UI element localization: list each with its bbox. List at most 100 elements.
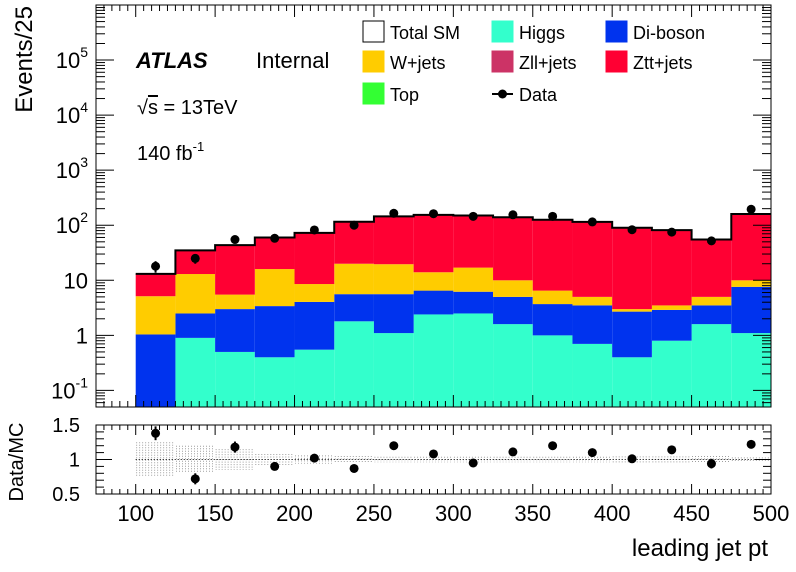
y-tick-label: 1: [76, 323, 88, 348]
bar-w-jets-12: [612, 309, 652, 312]
bar-w-jets-1: [175, 274, 216, 314]
x-tick-labels: 100 150 200 250 300 350 400 450 500: [117, 501, 789, 526]
band-bin-10: [533, 456, 571, 463]
data-point-1: [190, 253, 200, 263]
legend-label: Total SM: [390, 23, 460, 43]
bar-higgs-5: [334, 321, 374, 407]
legend-swatch: [605, 20, 628, 43]
band-bin-5: [334, 456, 372, 463]
y-tick-label: 104: [56, 99, 88, 128]
bar-ztt-jets-7: [413, 214, 454, 273]
luminosity-label: 140 fb-1: [137, 139, 204, 165]
x-tick-label: 200: [276, 501, 313, 526]
ratio-y-ticks: [96, 424, 771, 495]
bar-higgs-15: [731, 333, 771, 407]
bar-di-boson-11: [572, 305, 613, 344]
band-bin-7: [414, 456, 452, 463]
y-tick-label-exponent: -1: [76, 374, 89, 390]
data-point-7: [429, 209, 438, 219]
main-x-ticks: [95, 5, 772, 407]
total-sm-line: [135, 213, 771, 275]
bar-w-jets-5: [334, 263, 374, 295]
x-tick-label: 100: [117, 501, 154, 526]
bar-higgs-3: [254, 357, 295, 407]
bar-w-jets-11: [572, 296, 613, 306]
bar-higgs-8: [453, 313, 494, 407]
atlas-label-group: ATLAS Internal √s = 13TeV 140 fb-1: [135, 48, 329, 165]
bar-w-jets-6: [373, 264, 414, 295]
data-points: [151, 204, 756, 273]
y-tick-label: 105: [56, 44, 88, 73]
data-point-4: [309, 225, 319, 235]
band-bin-1: [176, 445, 213, 474]
data-point-5: [349, 220, 359, 230]
band-bin-6: [374, 456, 412, 463]
ratio-point-5: [349, 463, 359, 473]
bar-di-boson-1: [175, 313, 216, 338]
data-point-8: [468, 211, 478, 221]
bar-higgs-9: [493, 324, 533, 407]
ratio-plot-panel: 0.5 1 1.5 100 150 200 250 300 350 400 450 500: [52, 415, 789, 526]
bar-di-boson-0: [135, 334, 176, 407]
bar-higgs-2: [215, 351, 255, 407]
legend-swatch: [362, 50, 385, 73]
ratio-y-tick-label: 0.5: [52, 484, 80, 506]
bar-ztt-jets-8: [453, 215, 494, 268]
bar-w-jets-10: [532, 290, 573, 305]
bar-higgs-4: [294, 349, 335, 407]
bar-di-boson-15: [731, 286, 771, 334]
bar-di-boson-2: [215, 309, 255, 352]
ratio-x-ticks: [95, 425, 772, 494]
internal-label: Internal: [256, 48, 329, 73]
data-point-15: [746, 204, 756, 214]
bar-w-jets-3: [254, 269, 295, 307]
bar-ztt-jets-11: [572, 221, 613, 297]
x-tick-label: 400: [594, 501, 631, 526]
x-tick-label: 450: [673, 501, 710, 526]
bar-ztt-jets-6: [373, 216, 414, 265]
x-tick-label: 500: [753, 501, 790, 526]
main-y-ticks: [96, 7, 771, 408]
y-tick-label-exponent: 3: [80, 154, 88, 170]
legend-swatch: [362, 20, 385, 43]
legend-label: Ztt+jets: [633, 53, 693, 73]
bar-w-jets-15: [731, 280, 771, 287]
band-bin-9: [493, 456, 531, 463]
bar-ztt-jets-13: [651, 230, 692, 306]
bar-w-jets-0: [135, 296, 176, 335]
legend-item-total-sm: Total SM: [362, 20, 460, 43]
band-bin-15: [731, 457, 769, 462]
ratio-y-axis-title: Data/MC: [6, 423, 28, 502]
legend-item-di-boson: Di-boson: [605, 20, 705, 43]
ratio-point-13: [667, 445, 677, 455]
lumi-value: 140 fb: [137, 143, 193, 165]
bar-w-jets-14: [691, 296, 732, 306]
bar-ztt-jets-2: [215, 245, 255, 295]
ratio-point-0: [151, 428, 161, 438]
legend-label: Di-boson: [633, 23, 705, 43]
y-axis-title: Events/25: [11, 6, 38, 113]
legend-marker-dot: [498, 89, 507, 99]
stacked-histogram: [135, 214, 771, 407]
legend-label: W+jets: [390, 53, 446, 73]
total-sm-outline: [135, 213, 771, 275]
legend-item-w-jets: W+jets: [362, 50, 446, 73]
ratio-points: [151, 426, 756, 485]
x-tick-label: 150: [197, 501, 234, 526]
y-tick-label: 10-1: [51, 374, 88, 403]
ratio-point-4: [309, 453, 319, 463]
bar-higgs-14: [691, 324, 732, 407]
ratio-point-9: [508, 447, 518, 457]
bar-w-jets-13: [651, 305, 692, 310]
y-tick-label: 10: [64, 268, 88, 293]
ratio-point-15: [746, 439, 756, 449]
data-point-11: [587, 217, 597, 227]
legend-item-zll-jets: Zll+jets: [491, 50, 577, 73]
legend-label: Higgs: [519, 23, 565, 43]
data-point-13: [667, 227, 677, 237]
ratio-point-12: [627, 454, 637, 464]
bar-ztt-jets-12: [612, 227, 652, 310]
legend-item-ztt-jets: Ztt+jets: [605, 50, 693, 73]
x-tick-label: 350: [514, 501, 551, 526]
